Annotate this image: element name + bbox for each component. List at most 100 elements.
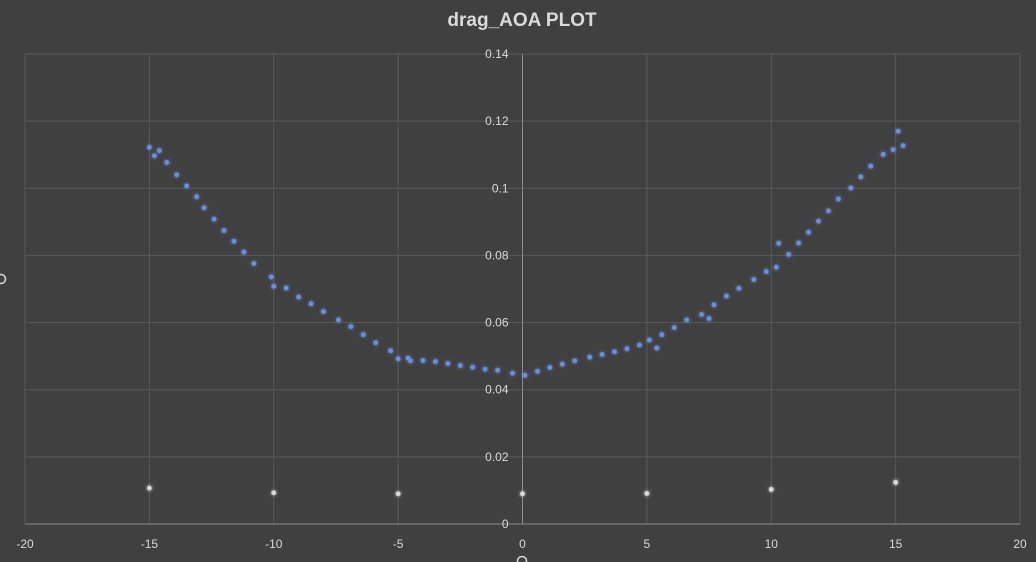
data-point	[868, 163, 874, 169]
data-point	[599, 352, 605, 357]
y-tick-label: 0.02	[485, 450, 509, 464]
data-point	[283, 285, 289, 291]
data-point	[724, 293, 729, 299]
data-point	[348, 324, 354, 329]
data-point	[146, 144, 152, 150]
data-point	[751, 277, 757, 282]
chart-title: drag_AOA PLOT	[447, 10, 597, 31]
data-point	[271, 490, 277, 496]
y-tick-label: 0.08	[485, 248, 509, 262]
data-point	[836, 196, 841, 202]
data-point	[445, 361, 451, 366]
data-point	[194, 194, 200, 200]
data-point	[164, 160, 170, 165]
y-tick-label: 0.1	[492, 181, 509, 195]
data-point	[296, 294, 302, 300]
data-point	[763, 269, 769, 274]
x-tick-label: -10	[265, 537, 283, 551]
data-point	[482, 366, 488, 372]
y-tick-label: 0.06	[485, 316, 509, 330]
data-point	[420, 358, 426, 363]
data-point	[510, 370, 515, 376]
y-tick-label: 0.14	[485, 47, 509, 61]
data-point	[457, 363, 463, 368]
axes	[25, 54, 1020, 525]
data-point	[251, 261, 257, 266]
y-tick-label: 0.12	[485, 114, 509, 128]
data-point	[211, 216, 217, 222]
data-point	[699, 312, 704, 317]
data-point	[373, 340, 379, 346]
data-point	[786, 252, 792, 257]
data-point	[637, 342, 642, 348]
data-point	[336, 317, 341, 323]
data-point	[522, 372, 528, 378]
data-point	[858, 174, 864, 180]
plot-area-resize-handle-left[interactable]	[0, 273, 7, 285]
x-tick-label: 10	[765, 537, 779, 551]
data-point	[880, 151, 886, 157]
tick-labels: -20 -15 -10 -5 0 5 10 15 20 0 0.02 0.04 0.06 0.08 0.1 0…	[16, 47, 1027, 551]
data-point	[388, 348, 394, 354]
data-point	[773, 264, 779, 270]
data-point	[826, 208, 831, 214]
data-point	[848, 185, 854, 191]
data-point	[900, 143, 906, 149]
data-point	[395, 356, 401, 362]
x-tick-label: 15	[889, 537, 903, 551]
data-point	[360, 332, 366, 338]
data-point	[535, 368, 540, 374]
data-point	[520, 491, 525, 497]
data-point	[587, 354, 593, 360]
data-point	[559, 361, 565, 367]
data-point	[184, 183, 190, 189]
data-point	[146, 485, 152, 491]
data-point	[231, 238, 237, 244]
data-point	[308, 301, 314, 307]
data-point	[816, 218, 821, 224]
data-point	[433, 359, 438, 364]
data-point	[806, 229, 811, 235]
data-point	[174, 172, 180, 178]
data-point	[644, 491, 650, 496]
y-tick-label: 0.04	[485, 383, 509, 397]
data-point	[201, 205, 207, 211]
data-points	[146, 128, 906, 497]
data-point	[321, 309, 326, 314]
data-point	[156, 148, 162, 154]
data-point	[151, 153, 157, 159]
data-point	[706, 316, 712, 321]
data-point	[768, 487, 774, 492]
data-point	[612, 349, 617, 355]
data-point	[711, 302, 717, 308]
data-point	[395, 491, 401, 497]
data-point	[646, 337, 652, 343]
data-point	[654, 345, 660, 351]
x-tick-label: -20	[16, 537, 34, 551]
x-tick-label: -5	[393, 537, 404, 551]
data-point	[736, 285, 742, 291]
data-point	[495, 367, 501, 373]
data-point	[271, 283, 277, 289]
data-point	[671, 325, 677, 331]
x-tick-label: 0	[519, 537, 526, 551]
x-tick-label: 20	[1013, 537, 1027, 551]
data-point	[895, 128, 901, 134]
data-point	[241, 249, 247, 255]
plot-area-resize-handle-bottom[interactable]	[516, 555, 528, 562]
y-tick-label: 0	[502, 517, 509, 531]
data-point	[408, 358, 413, 364]
data-point	[624, 346, 630, 352]
data-point	[572, 358, 578, 364]
data-point	[890, 147, 896, 153]
data-point	[893, 479, 899, 485]
data-point	[796, 240, 802, 246]
data-point	[221, 228, 227, 233]
data-point	[470, 364, 476, 370]
data-point	[547, 365, 553, 370]
data-point	[659, 332, 665, 338]
x-tick-label: -15	[141, 537, 159, 551]
data-point	[684, 317, 690, 323]
